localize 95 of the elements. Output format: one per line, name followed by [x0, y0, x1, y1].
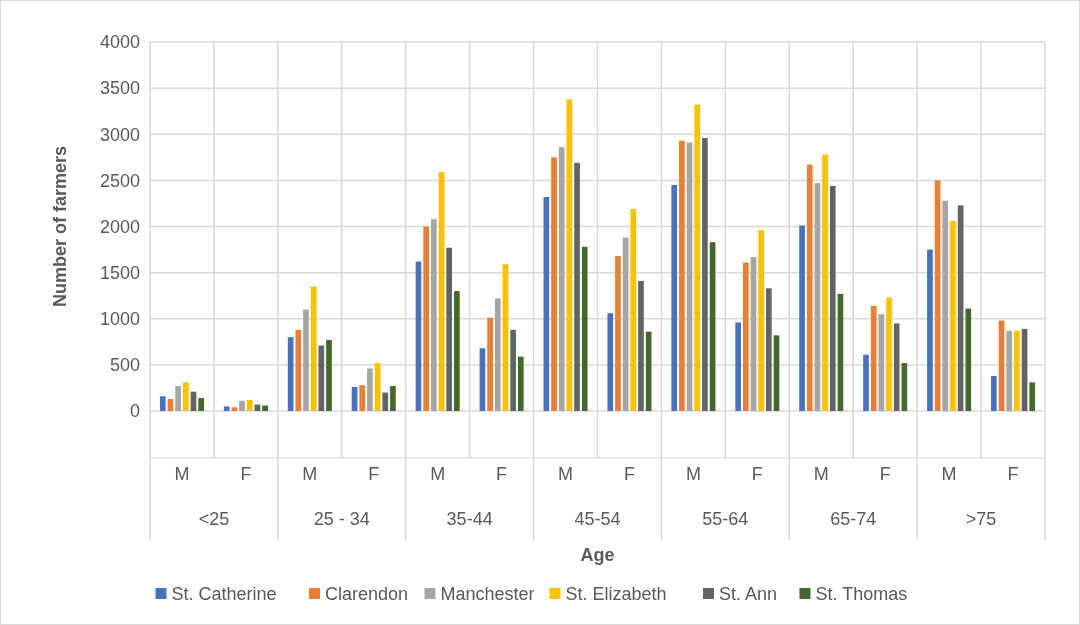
x-tick-label: M — [174, 464, 190, 484]
x-tick-label: M — [558, 464, 574, 484]
bar — [927, 249, 933, 411]
x-axis-title: Age — [580, 545, 615, 565]
bar — [1014, 330, 1020, 411]
bar — [886, 297, 892, 411]
text: 25 - 34 — [313, 509, 370, 529]
y-tick-label: 1500 — [99, 262, 140, 283]
text: >75 — [965, 509, 997, 529]
bar — [765, 288, 772, 411]
bar — [390, 386, 396, 411]
bar — [326, 339, 332, 411]
x-tick-label: F — [368, 464, 380, 484]
bar — [679, 140, 685, 411]
x-tick-label: F — [751, 464, 763, 484]
bar — [198, 398, 204, 411]
bar — [822, 154, 828, 411]
text: 55-64 — [702, 509, 749, 529]
x-tick-label: M — [813, 464, 829, 484]
x-tick-label: F — [879, 464, 891, 484]
legend-label: Clarendon — [325, 584, 409, 605]
text: 35-44 — [446, 509, 493, 529]
bar — [829, 185, 836, 411]
bar — [574, 162, 580, 411]
bar — [551, 157, 557, 411]
bar — [295, 329, 302, 411]
bar — [223, 406, 230, 411]
bar — [382, 392, 389, 411]
bar — [1029, 382, 1036, 411]
bar — [991, 375, 997, 411]
bar — [615, 256, 621, 411]
x-tick-label: F — [240, 464, 252, 484]
bar — [517, 356, 524, 411]
legend-label: St. Ann — [719, 584, 778, 605]
bar — [246, 399, 253, 411]
bar — [510, 329, 516, 411]
bar — [893, 323, 900, 411]
y-axis-title: Number of farmers — [50, 145, 70, 308]
bar — [454, 291, 460, 411]
text: 45-54 — [574, 509, 621, 529]
bar — [942, 200, 949, 411]
y-tick-label: 3000 — [99, 124, 140, 145]
y-tick-label: 0 — [129, 401, 140, 422]
bar — [870, 305, 877, 411]
bar — [423, 226, 430, 411]
bar — [607, 313, 614, 411]
bar — [799, 225, 805, 411]
bar — [182, 382, 189, 411]
bar — [159, 396, 166, 411]
text: <25 — [198, 509, 230, 529]
bar — [735, 322, 741, 411]
bar — [638, 280, 644, 411]
x-tick-label: F — [1007, 464, 1019, 484]
text: 65-74 — [830, 509, 877, 529]
bar — [175, 386, 181, 411]
y-tick-label: 3500 — [99, 78, 140, 99]
bar — [367, 368, 373, 411]
bar — [965, 308, 972, 411]
bar — [671, 184, 678, 411]
bar — [702, 137, 708, 411]
bar — [950, 220, 956, 411]
legend-label: Manchester — [440, 584, 535, 605]
bar — [694, 104, 701, 411]
bar — [231, 407, 238, 411]
bar — [239, 400, 245, 411]
bar — [303, 309, 309, 411]
bar — [359, 385, 366, 411]
y-tick-label: 2000 — [99, 216, 140, 237]
x-tick-label: M — [302, 464, 318, 484]
bar — [806, 164, 813, 411]
bar — [758, 230, 764, 411]
x-tick-label: M — [430, 464, 446, 484]
y-tick-label: 500 — [109, 355, 140, 376]
bar — [742, 262, 749, 411]
bar — [863, 354, 869, 411]
bar — [494, 298, 501, 411]
y-tick-label: 1000 — [99, 309, 140, 330]
bar — [431, 219, 437, 411]
legend-label: St. Elizabeth — [565, 584, 667, 605]
bar — [630, 208, 637, 411]
legend-label: St. Catherine — [171, 584, 277, 605]
bar — [581, 246, 588, 411]
bar — [262, 405, 268, 411]
legend-label: St. Thomas — [815, 584, 908, 605]
bar — [558, 147, 565, 411]
x-tick-label: F — [496, 464, 508, 484]
bar — [487, 317, 493, 411]
x-tick-label: M — [941, 464, 957, 484]
bar — [1006, 330, 1013, 411]
y-tick-label: 2500 — [99, 170, 140, 191]
x-tick-label: F — [623, 464, 635, 484]
bar — [318, 345, 325, 411]
y-tick-label: 4000 — [99, 32, 140, 53]
x-tick-label: M — [685, 464, 701, 484]
bar — [446, 247, 453, 411]
